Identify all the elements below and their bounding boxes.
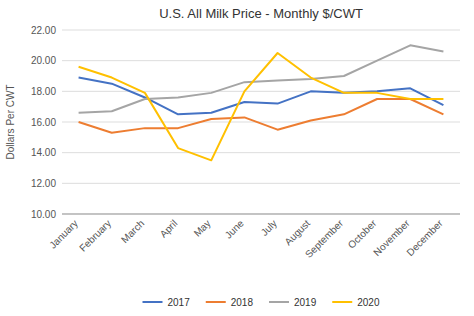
x-axis-line <box>62 214 460 215</box>
grid-line <box>62 60 460 61</box>
legend-label: 2018 <box>231 297 254 308</box>
y-tick-label: 14.00 <box>31 147 56 158</box>
legend-swatch <box>206 301 226 303</box>
legend-label: 2017 <box>168 297 191 308</box>
x-tick-label: April <box>158 218 180 240</box>
y-tick-label: 22.00 <box>31 25 56 36</box>
grid-line <box>62 152 460 153</box>
legend-swatch <box>269 301 289 303</box>
legend-item: 2018 <box>206 297 254 308</box>
series-line <box>79 45 444 112</box>
legend-label: 2019 <box>294 297 317 308</box>
x-tick-label: May <box>192 218 213 239</box>
x-tick-label: January <box>47 218 80 251</box>
x-tick-label: June <box>223 217 246 240</box>
x-tick-label: March <box>119 218 146 245</box>
x-tick-label: September <box>303 217 346 260</box>
y-tick-label: 16.00 <box>31 117 56 128</box>
legend-label: 2020 <box>357 297 380 308</box>
y-axis-label: Dollars Per CWT <box>5 84 16 159</box>
y-tick-label: 18.00 <box>31 86 56 97</box>
x-axis: JanuaryFebruaryMarch April May June JulyAugu… <box>47 217 445 260</box>
legend-item: 2019 <box>269 297 317 308</box>
grid-line <box>62 30 460 31</box>
legend: 2017 2018 2019 2020 <box>143 297 380 308</box>
y-tick-label: 12.00 <box>31 178 56 189</box>
x-tick-label: July <box>259 218 279 238</box>
grid-line <box>62 183 460 184</box>
y-axis: 10.00 12.00 14.00 16.00 18.00 20.00 22.00 <box>31 25 460 220</box>
series-line <box>79 53 444 160</box>
y-tick-label: 10.00 <box>31 209 56 220</box>
grid-line <box>62 214 460 215</box>
legend-swatch <box>143 301 163 303</box>
x-tick-label: August <box>282 217 312 247</box>
legend-item: 2017 <box>143 297 191 308</box>
x-tick-label: October <box>346 217 379 250</box>
chart: U.S. All Milk Price - Monthly $/CWT Dolla… <box>0 0 474 316</box>
lines <box>79 45 444 160</box>
legend-swatch <box>332 301 352 303</box>
grid-line <box>62 91 460 92</box>
y-tick-label: 20.00 <box>31 55 56 66</box>
legend-item: 2020 <box>332 297 380 308</box>
grid-line <box>62 122 460 123</box>
x-tick-label: February <box>77 218 113 254</box>
x-tick-label: December <box>404 217 445 258</box>
title: U.S. All Milk Price - Monthly $/CWT <box>159 6 363 21</box>
